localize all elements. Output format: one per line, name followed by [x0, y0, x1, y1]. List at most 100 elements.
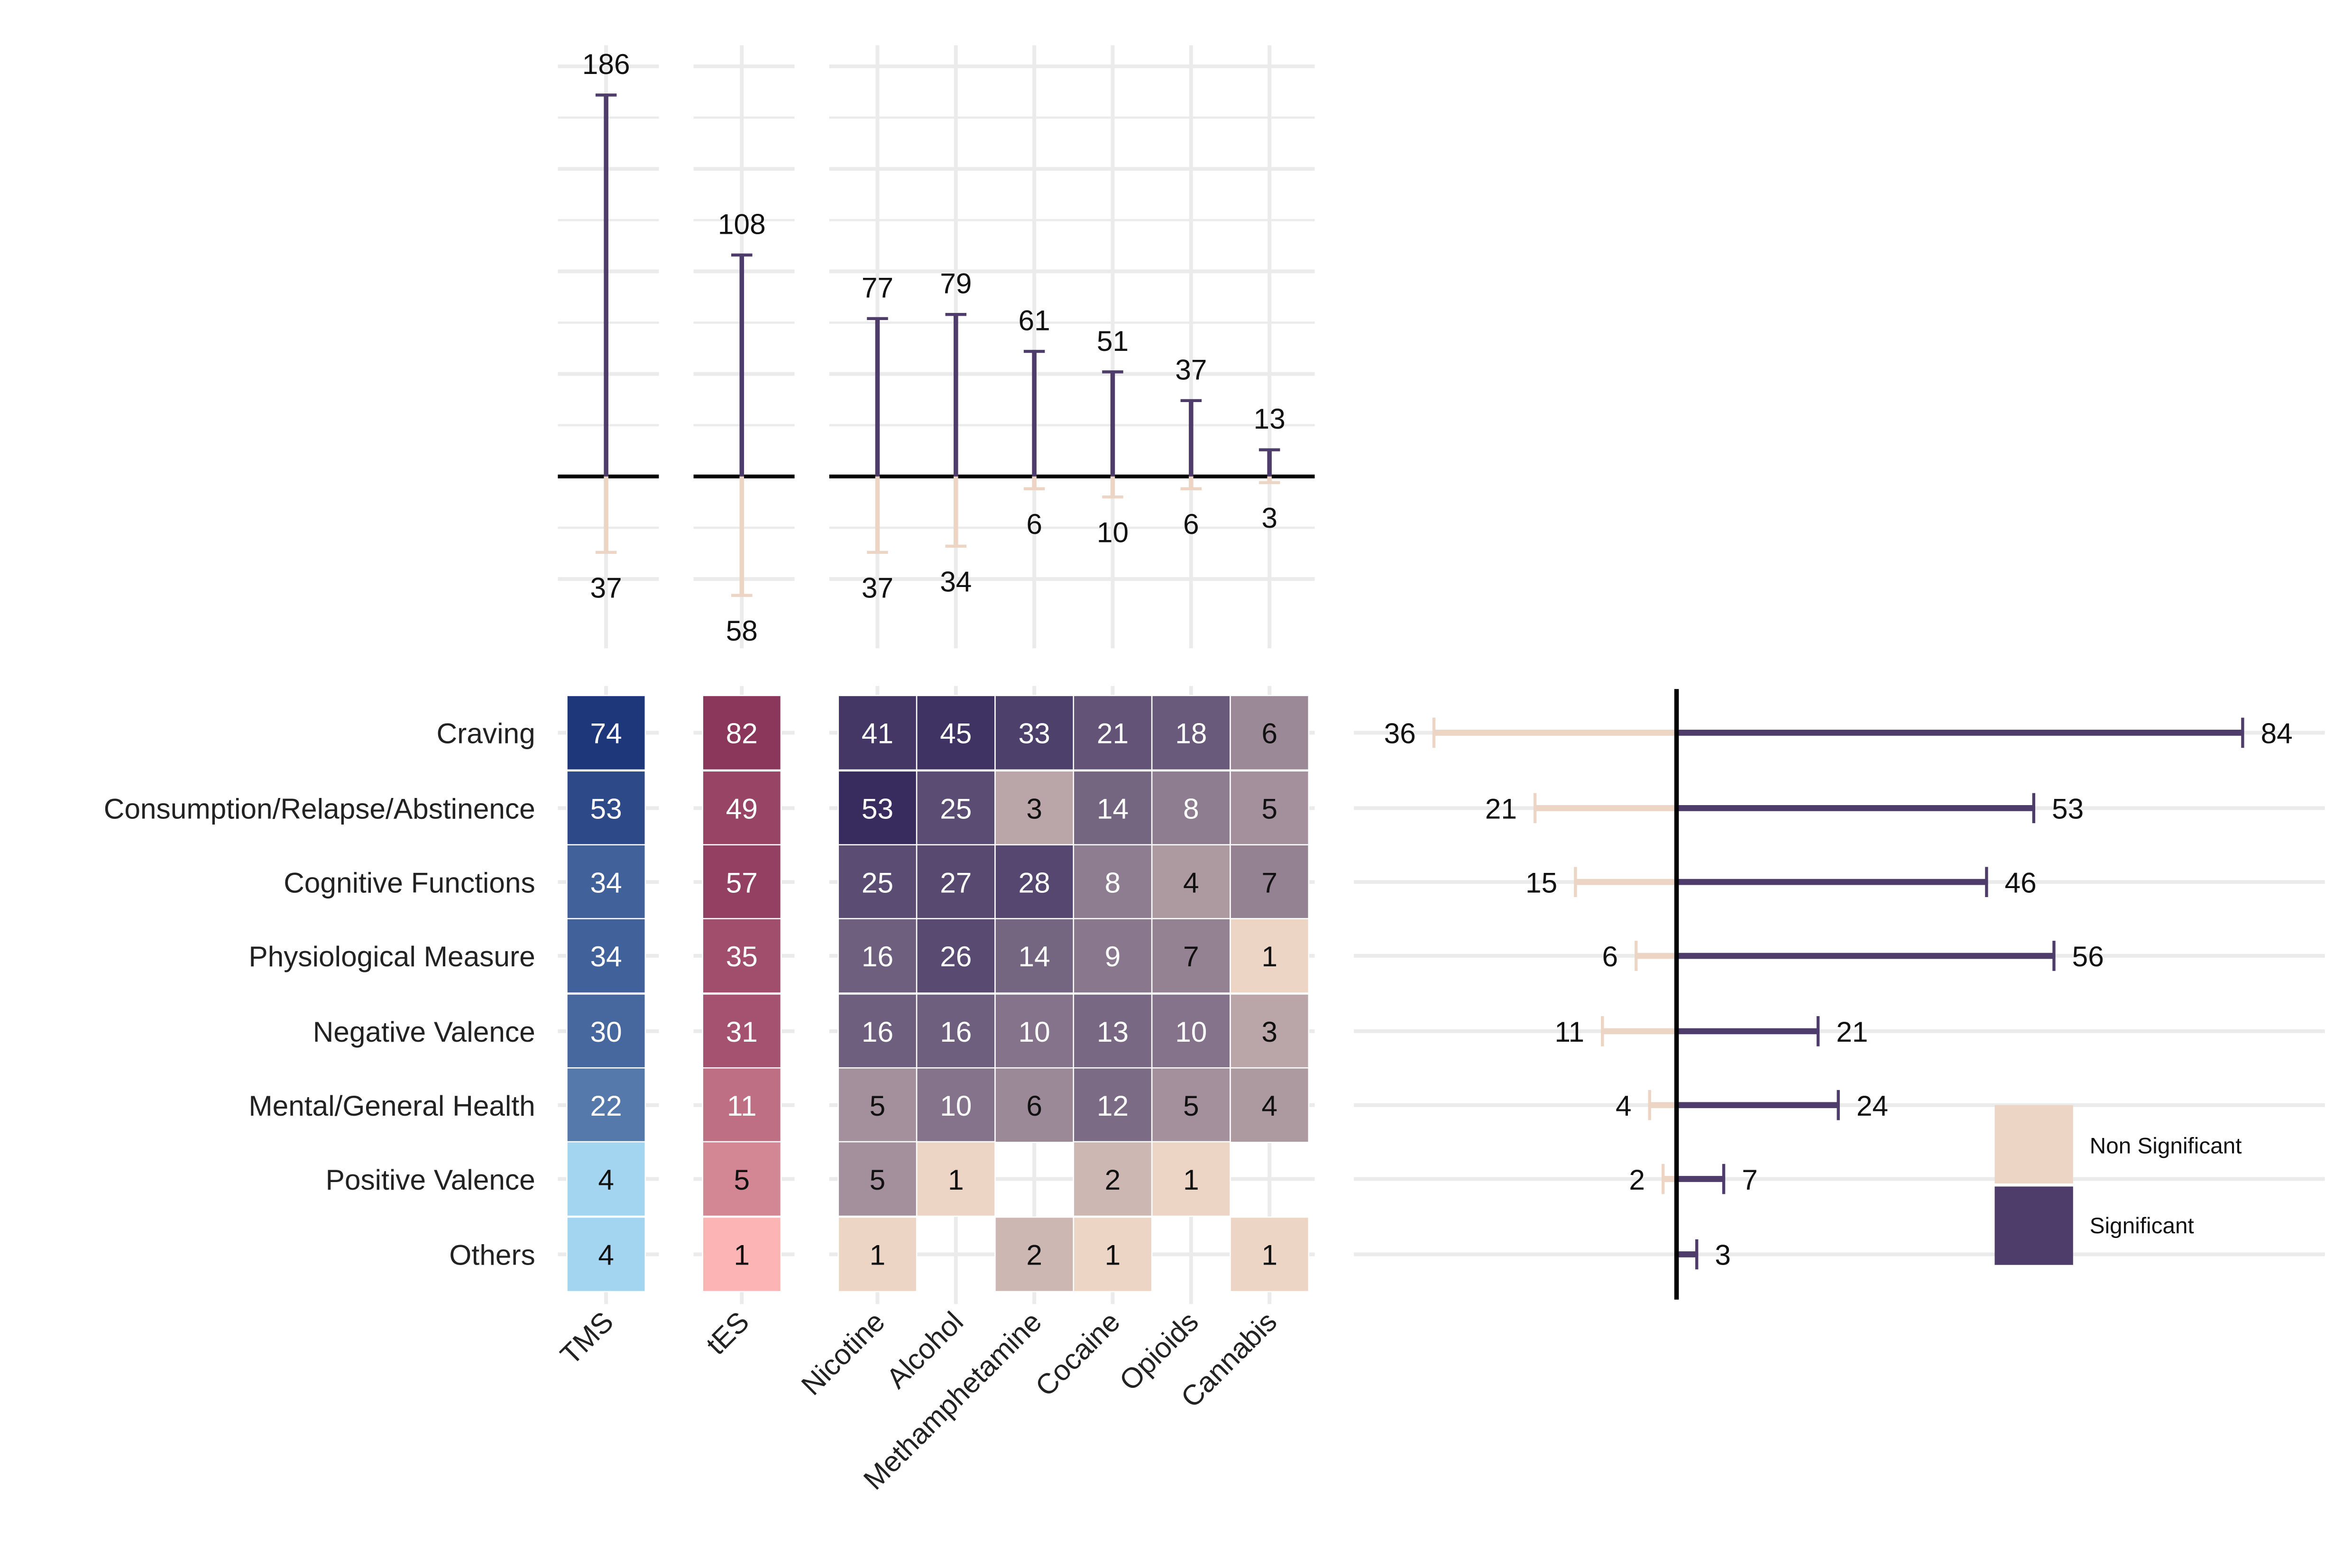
heatmap-cell	[702, 918, 782, 994]
heatmap-cell-label: 2	[1026, 1239, 1042, 1271]
heatmap-cell-label: 10	[1019, 1016, 1050, 1048]
heatmap-cell	[837, 993, 918, 1069]
heatmap-cell-label: 6	[1026, 1090, 1042, 1122]
significant-data-label: 108	[718, 208, 766, 240]
heatmap-cell-label: 33	[1019, 717, 1050, 750]
heatmap-cell	[1230, 844, 1310, 920]
heatmap-cell-label: 3	[1026, 793, 1042, 825]
heatmap-cell-label: 35	[726, 940, 758, 972]
heatmap-cell-label: 1	[1261, 1239, 1277, 1271]
heatmap-cell-label: 5	[734, 1164, 750, 1196]
significant-data-label: 24	[1856, 1090, 1888, 1122]
heatmap-cell	[1230, 918, 1310, 994]
heatmap-cell-label: 4	[598, 1164, 614, 1196]
heatmap-cell	[916, 844, 996, 920]
heatmap-cell	[916, 1141, 996, 1217]
heatmap-cell-label: 27	[940, 866, 972, 899]
heatmap-cell	[1073, 1141, 1153, 1217]
top-lollipop-chart: 186 37 108 58 77 37 79 34 61 6 51 10 37 6 13 3	[558, 45, 1315, 649]
heatmap-cell-label: 53	[590, 793, 622, 825]
heatmap-cell	[1151, 695, 1231, 771]
heatmap-cell-label: 1	[1261, 940, 1277, 972]
non-significant-data-label: 15	[1525, 866, 1557, 899]
non-significant-data-label: 3	[1261, 502, 1277, 534]
significant-data-label: 56	[2072, 940, 2104, 972]
heatmap-cell	[837, 770, 918, 846]
heatmap-cell	[1073, 695, 1153, 771]
heatmap-cell	[566, 993, 646, 1069]
significant-data-label: 3	[1715, 1239, 1731, 1271]
legend-label-significant: Significant	[2090, 1213, 2194, 1238]
heatmap-cell-label: 13	[1097, 1016, 1129, 1048]
non-significant-data-label: 6	[1602, 940, 1618, 972]
heatmap-cell	[1230, 993, 1310, 1069]
non-significant-data-label: 36	[1384, 717, 1416, 750]
heatmap-cell	[702, 695, 782, 771]
legend: Non Significant Significant	[1994, 1105, 2242, 1265]
significant-data-label: 84	[2261, 717, 2293, 750]
heatmap: Craving 74 82 41 45 33 21 18 6Consumption/Relaps…	[104, 686, 1315, 1496]
heatmap-cell	[1073, 993, 1153, 1069]
heatmap-cell-label: 7	[1183, 940, 1199, 972]
heatmap-cell	[994, 695, 1075, 771]
significant-data-label: 37	[1175, 353, 1207, 385]
significant-data-label: 186	[582, 48, 630, 80]
non-significant-data-label: 58	[726, 614, 758, 647]
heatmap-cell-label: 21	[1097, 717, 1129, 750]
heatmap-cell	[994, 993, 1075, 1069]
heatmap-cell	[1151, 770, 1231, 846]
heatmap-cell	[1230, 1067, 1310, 1143]
heatmap-cell-label: 4	[598, 1239, 614, 1271]
heatmap-cell-label: 53	[862, 793, 893, 825]
legend-label-non-significant: Non Significant	[2090, 1133, 2242, 1158]
heatmap-cell-label: 22	[590, 1090, 622, 1122]
heatmap-cell	[837, 918, 918, 994]
heatmap-cell-label: 28	[1019, 866, 1050, 899]
heatmap-cell-label: 12	[1097, 1090, 1129, 1122]
heatmap-cell	[702, 1141, 782, 1217]
heatmap-cell-label: 4	[1183, 866, 1199, 899]
right-lollipop-chart: 36 84 21 53 15 46 6 56 11 21 4 24 2 7 3	[1354, 689, 2325, 1300]
heatmap-cell	[566, 844, 646, 920]
significant-data-label: 79	[940, 267, 972, 300]
heatmap-cell-label: 74	[590, 717, 622, 750]
non-significant-data-label: 37	[862, 571, 893, 604]
heatmap-cell-label: 34	[590, 940, 622, 972]
heatmap-cell	[1151, 993, 1231, 1069]
non-significant-data-label: 11	[1554, 1016, 1584, 1048]
heatmap-cell	[837, 695, 918, 771]
heatmap-cell-label: 25	[862, 866, 893, 899]
significant-data-label: 21	[1836, 1016, 1868, 1048]
row-label: Positive Valence	[326, 1164, 535, 1196]
heatmap-cell	[837, 1141, 918, 1217]
heatmap-cell	[1230, 1216, 1310, 1293]
heatmap-cell-label: 7	[1261, 866, 1277, 899]
heatmap-cell	[566, 1067, 646, 1143]
heatmap-cell	[1073, 1216, 1153, 1293]
row-label: Mental/General Health	[248, 1090, 535, 1122]
heatmap-cell-label: 16	[862, 940, 893, 972]
heatmap-cell-label: 1	[1183, 1164, 1199, 1196]
non-significant-data-label: 37	[590, 571, 622, 604]
heatmap-cell-label: 1	[1105, 1239, 1121, 1271]
row-label: Cognitive Functions	[284, 866, 535, 899]
heatmap-cell-label: 5	[870, 1090, 886, 1122]
legend-swatch-non-significant	[1994, 1105, 2073, 1184]
heatmap-cell-label: 1	[870, 1239, 886, 1271]
heatmap-cell	[994, 1216, 1075, 1293]
heatmap-cell-label: 26	[940, 940, 972, 972]
heatmap-cell-label: 9	[1105, 940, 1121, 972]
heatmap-cell	[1151, 844, 1231, 920]
non-significant-data-label: 21	[1485, 793, 1517, 825]
heatmap-cell-label: 34	[590, 866, 622, 899]
significant-data-label: 61	[1019, 304, 1050, 337]
row-label: Physiological Measure	[248, 940, 535, 972]
heatmap-cell-label: 25	[940, 793, 972, 825]
heatmap-cell-label: 14	[1019, 940, 1050, 972]
heatmap-cell	[837, 1216, 918, 1293]
row-label: Consumption/Relapse/Abstinence	[104, 793, 535, 825]
non-significant-data-label: 6	[1183, 508, 1199, 540]
heatmap-cell	[994, 918, 1075, 994]
heatmap-cell	[994, 1067, 1075, 1143]
